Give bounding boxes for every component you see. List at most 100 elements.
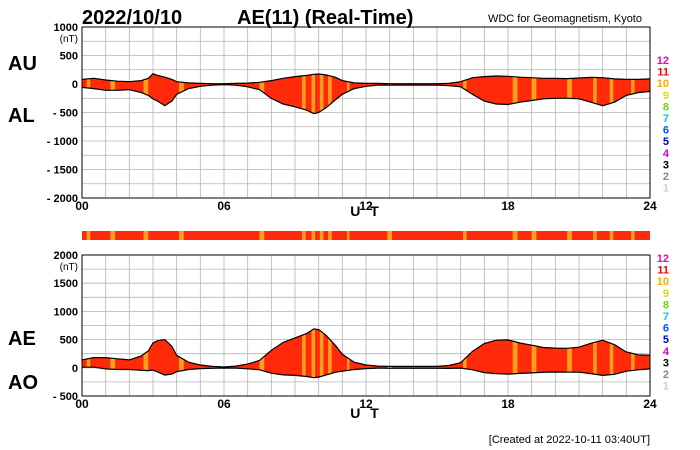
area-fill-alt-segment — [143, 73, 149, 114]
strip-alt-segment — [463, 231, 467, 240]
y-axis-unit: (nT) — [60, 262, 78, 273]
y-tick-label: - 500 — [53, 108, 78, 120]
area-fill-alt-segment — [319, 328, 324, 378]
strip-alt-segment — [593, 231, 597, 240]
series-line-ae — [81, 328, 651, 368]
series-line-au — [81, 73, 651, 85]
y-axis-unit: (nT) — [60, 34, 78, 45]
station-legend-item: 8 — [663, 101, 669, 113]
y-tick-label: - 500 — [53, 391, 78, 403]
area-fill-alt-segment — [531, 73, 537, 114]
station-legend-item: 4 — [663, 346, 670, 358]
x-tick-label: 00 — [75, 397, 89, 411]
y-tick-label: 2000 — [54, 250, 78, 262]
x-axis-label: U T — [350, 203, 382, 219]
y-tick-label: 500 — [60, 335, 78, 347]
station-legend-item: 3 — [663, 159, 669, 171]
station-legend-item: 5 — [663, 334, 669, 346]
station-legend-item: 1 — [663, 183, 669, 195]
station-legend-item: 7 — [663, 311, 669, 323]
station-legend-item: 4 — [663, 148, 670, 160]
station-legend-item: 10 — [657, 276, 669, 288]
x-tick-label: 12 — [359, 199, 373, 213]
area-fill-alt-segment — [311, 73, 316, 114]
y-tick-label: 1500 — [54, 278, 78, 290]
strip-alt-segment — [531, 231, 537, 240]
area-fill-alt-segment — [328, 73, 332, 114]
station-legend-item: 11 — [657, 265, 669, 277]
strip-alt-segment — [328, 231, 332, 240]
area-fill-alt-segment — [302, 328, 306, 378]
series-line-ao — [82, 366, 651, 379]
ae-ao-chart: 2000 1500 1000 500 0 - 500 (nT) 00 06 12 18 24 U T — [53, 250, 657, 421]
strip-alt-segment — [302, 231, 306, 240]
x-tick-label: 06 — [217, 397, 231, 411]
date-title: 2022/10/10 — [82, 7, 182, 29]
station-legend-item: 3 — [663, 357, 669, 369]
x-tick-label: 24 — [643, 397, 657, 411]
x-tick-label: 00 — [75, 199, 89, 213]
y-tick-label: 0 — [72, 363, 78, 375]
au-al-chart: 1000 500 0 - 500 - 1000 - 1500 - 2000 (nT) 00 06 1… — [47, 22, 657, 219]
chart-title: AE(11) (Real-Time) — [237, 7, 413, 29]
station-legend-item: 7 — [663, 113, 669, 125]
strip-alt-segment — [143, 231, 149, 240]
area-fill-alt-segment — [319, 73, 324, 114]
strip-alt-segment — [179, 231, 184, 240]
x-tick-label: 06 — [217, 199, 231, 213]
strip-alt-segment — [110, 231, 116, 240]
ao-label: AO — [8, 372, 38, 394]
strip-alt-segment — [319, 231, 324, 240]
x-tick-label: 18 — [501, 199, 515, 213]
station-legend-item: 2 — [663, 369, 669, 381]
plot-frame — [81, 26, 651, 199]
x-axis-label: U T — [350, 405, 382, 421]
area-fill-alt-segment — [512, 73, 518, 114]
y-tick-label: 500 — [60, 51, 78, 63]
x-tick-label: 18 — [501, 397, 515, 411]
plot-frame — [81, 254, 651, 397]
series-line-al — [81, 83, 651, 115]
area-fill-alt-segment — [567, 73, 572, 114]
x-tick-label: 24 — [643, 199, 657, 213]
strip-alt-segment — [631, 231, 635, 240]
station-legend-item: 8 — [663, 299, 669, 311]
created-timestamp: [Created at 2022-10-11 03:40UT] — [489, 434, 650, 446]
y-tick-label: - 1500 — [47, 165, 78, 177]
station-legend-item: 10 — [657, 78, 669, 90]
station-legend-item: 1 — [663, 381, 669, 393]
strip-alt-segment — [567, 231, 572, 240]
station-legend-item: 12 — [657, 253, 669, 265]
station-legend-item: 9 — [663, 90, 669, 102]
strip-alt-segment — [512, 231, 518, 240]
ae-label: AE — [8, 328, 36, 350]
strip-base — [82, 231, 650, 240]
area-fill-alt-segment — [609, 328, 614, 378]
area-fill-alt-segment — [302, 73, 306, 114]
au-label: AU — [8, 53, 37, 75]
strip-alt-segment — [347, 231, 350, 240]
station-legend-item: 5 — [663, 136, 669, 148]
station-legend-item: 9 — [663, 288, 669, 300]
y-tick-label: 0 — [72, 79, 78, 91]
y-tick-label: - 1000 — [47, 136, 78, 148]
area-fill-alt-segment — [531, 328, 537, 378]
area-fill-alt-segment — [328, 328, 332, 378]
area-fill-alt-segment — [609, 73, 614, 114]
station-count-strip — [82, 231, 650, 240]
x-tick-label: 12 — [359, 397, 373, 411]
station-legend-item: 11 — [657, 67, 669, 79]
strip-alt-segment — [86, 231, 91, 240]
strip-alt-segment — [387, 231, 393, 240]
source-label: WDC for Geomagnetism, Kyoto — [488, 13, 642, 25]
al-label: AL — [8, 105, 35, 127]
station-legend-item: 12 — [657, 55, 669, 67]
station-legend-item: 6 — [663, 323, 669, 335]
y-tick-label: 1000 — [54, 306, 78, 318]
station-legend-item: 6 — [663, 125, 669, 137]
strip-alt-segment — [609, 231, 614, 240]
area-fill-alt-segment — [593, 73, 597, 114]
y-tick-label: 1000 — [54, 22, 78, 34]
